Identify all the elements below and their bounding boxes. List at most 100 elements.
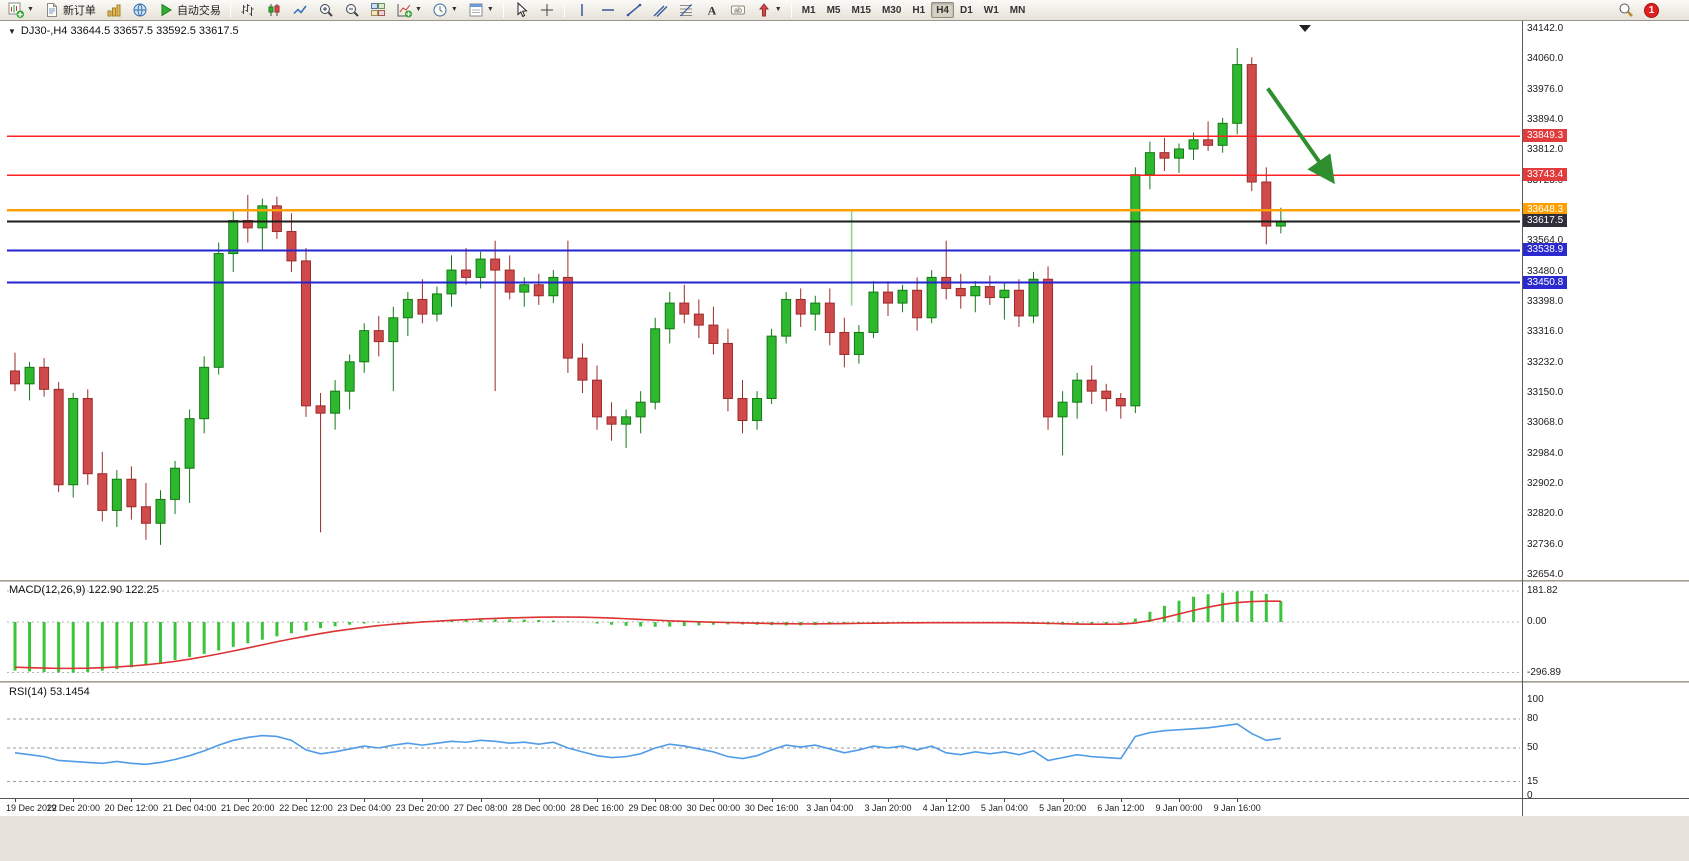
new-order-icon xyxy=(44,2,60,18)
text-tool-button[interactable]: A xyxy=(700,1,724,19)
candle-down xyxy=(1013,289,1024,317)
rsi-line xyxy=(14,723,1281,766)
chart-candles-button[interactable] xyxy=(262,1,286,19)
candle-up xyxy=(1232,64,1243,124)
autotrading-button[interactable]: 自动交易 xyxy=(154,1,225,19)
channel-tool-button[interactable] xyxy=(648,1,672,19)
rsi-pane[interactable] xyxy=(0,683,1689,798)
timeframe-button-m15[interactable]: M15 xyxy=(851,4,871,16)
new-order-button[interactable]: 新订单 xyxy=(40,1,100,19)
arrows-tool-button[interactable]: ▼ xyxy=(752,1,786,19)
trendline-tool-button[interactable] xyxy=(622,1,646,19)
main-price-pane[interactable] xyxy=(0,21,1689,580)
new-chart-button[interactable]: ▼ xyxy=(4,1,38,19)
chart-bars-button[interactable] xyxy=(236,1,260,19)
templates-button[interactable]: ▼ xyxy=(464,1,498,19)
tile-windows-button[interactable] xyxy=(366,1,390,19)
search-button[interactable] xyxy=(1614,1,1638,19)
candle-up xyxy=(1217,122,1228,146)
horizontal-line-tool-button[interactable] xyxy=(596,1,620,19)
candle-down xyxy=(839,331,850,355)
candle-down xyxy=(693,313,704,326)
timeframe-button-h4[interactable]: H4 xyxy=(931,2,954,18)
notification-count: 1 xyxy=(1648,4,1655,16)
candle-up xyxy=(621,416,632,425)
timeframe-button-d1[interactable]: D1 xyxy=(960,4,973,16)
candle-up xyxy=(359,330,370,363)
candle-down xyxy=(53,388,64,486)
time-tick xyxy=(771,799,773,802)
candle-up xyxy=(752,398,763,422)
macd-label: MACD(12,26,9) 122.90 122.25 xyxy=(9,584,159,596)
vertical-line-tool-button[interactable] xyxy=(570,1,594,19)
chart-title: ▼ DJ30-,H4 33644.5 33657.5 33592.5 33617… xyxy=(8,25,239,37)
timeframe-button-m30[interactable]: M30 xyxy=(881,4,902,16)
charts-profile-button[interactable] xyxy=(102,1,126,19)
time-tick xyxy=(364,799,366,802)
macd-pane[interactable] xyxy=(0,582,1689,681)
candle-up xyxy=(184,418,195,469)
time-tick xyxy=(131,799,133,802)
candle-up xyxy=(1174,148,1184,159)
cursor-button[interactable] xyxy=(509,1,533,19)
candle-down xyxy=(126,478,137,508)
label-tool-button[interactable]: ab xyxy=(726,1,750,19)
candle-up xyxy=(475,258,486,278)
indicators-button[interactable]: ▼ xyxy=(392,1,426,19)
candle-down xyxy=(315,405,326,414)
cursor-icon xyxy=(513,2,529,18)
timeframe-button-h1[interactable]: H1 xyxy=(912,4,926,16)
chart-title-text: DJ30-,H4 33644.5 33657.5 33592.5 33617.5 xyxy=(20,25,239,37)
candle-up xyxy=(213,253,224,368)
candle-up xyxy=(999,289,1010,299)
candle-up xyxy=(1144,152,1155,176)
candle-up xyxy=(926,276,937,319)
pane-splitter[interactable] xyxy=(0,681,1689,683)
candle-down xyxy=(737,398,748,422)
candle-up xyxy=(1057,401,1068,418)
trend-arrow-annotation[interactable] xyxy=(1266,87,1335,185)
candle-down xyxy=(490,258,501,271)
candle-down xyxy=(722,342,733,400)
timeframe-button-w1[interactable]: W1 xyxy=(983,4,999,16)
zoom-in-icon xyxy=(318,2,334,18)
crosshair-icon xyxy=(540,4,553,16)
periods-button[interactable]: ▼ xyxy=(428,1,462,19)
navigator-button[interactable] xyxy=(128,1,152,19)
vertical-line-icon xyxy=(574,2,590,18)
candle-up xyxy=(170,467,181,500)
time-label: 21 Dec 20:00 xyxy=(221,803,275,813)
candle-up xyxy=(810,302,821,315)
line-chart-icon xyxy=(292,2,308,18)
time-label: 30 Dec 16:00 xyxy=(744,803,799,813)
candle-down xyxy=(10,370,20,385)
time-axis[interactable]: 19 Dec 2022 19 Dec 20:00 20 Dec 12:00 21 De… xyxy=(0,798,1689,816)
candle-up xyxy=(1028,278,1039,317)
candle-up xyxy=(519,284,530,293)
pane-splitter[interactable] xyxy=(0,580,1689,582)
timeframe-button-m5[interactable]: M5 xyxy=(826,4,841,16)
candle-down xyxy=(795,298,806,315)
collapse-triangle-icon[interactable]: ▼ xyxy=(8,26,16,36)
fibonacci-tool-button[interactable] xyxy=(674,1,698,19)
chart-window[interactable]: 19 Dec 2022 19 Dec 20:00 20 Dec 12:00 21 De… xyxy=(0,21,1689,816)
candle-down xyxy=(271,205,282,233)
rsi-label: RSI(14) 53.1454 xyxy=(9,686,90,698)
time-tick xyxy=(713,799,715,802)
chart-shift-marker-icon[interactable] xyxy=(1299,25,1311,32)
candle-down xyxy=(140,506,151,524)
candle-up xyxy=(111,478,122,511)
zoom-out-button[interactable] xyxy=(340,1,364,19)
crosshair-button[interactable] xyxy=(535,1,559,19)
chevron-down-icon: ▼ xyxy=(414,6,422,13)
zoom-in-button[interactable] xyxy=(314,1,338,19)
notification-badge[interactable]: 1 xyxy=(1644,2,1659,18)
chart-line-button[interactable] xyxy=(288,1,312,19)
time-tick xyxy=(247,799,249,802)
timeframe-button-m1[interactable]: M1 xyxy=(801,4,816,16)
time-label: 9 Jan 16:00 xyxy=(1213,803,1261,813)
time-tick xyxy=(1004,799,1006,802)
time-tick xyxy=(480,799,482,802)
timeframe-button-mn[interactable]: MN xyxy=(1009,4,1026,16)
candle-down xyxy=(679,302,690,315)
